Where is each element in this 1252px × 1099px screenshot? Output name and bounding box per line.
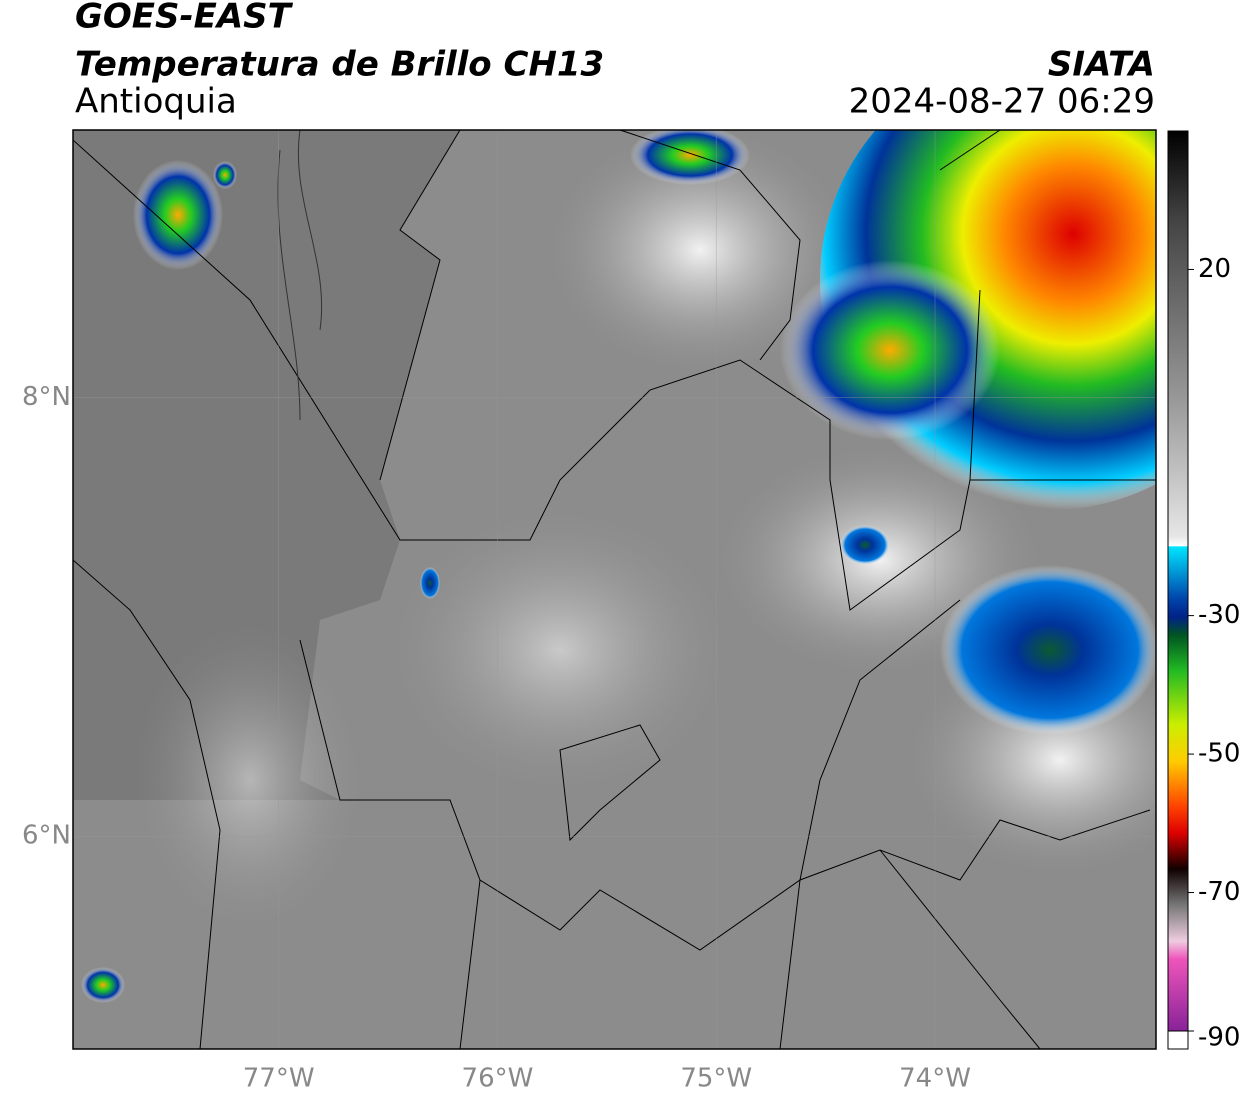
region: Antioquia [75,82,237,122]
y-tick-label: 8°N [22,382,71,412]
colorbar-tick-label: -90 [1198,1023,1240,1053]
x-tick-label: 76°W [462,1064,534,1094]
datetime: 2024-08-27 06:29 [849,82,1155,122]
x-tick-label: 74°W [899,1064,971,1094]
product-title: Temperatura de Brillo CH13 [75,45,604,85]
colorbar-tick-label: -30 [1198,600,1240,630]
colorbar-under [1167,1030,1189,1050]
agency: SIATA [1048,45,1155,85]
colorbar-tick-label: -70 [1198,877,1240,907]
x-tick-label: 75°W [680,1064,752,1094]
colorbar-tick-label: -50 [1198,739,1240,769]
graticule [73,130,1156,1049]
colorbar [1167,130,1189,1032]
y-tick-label: 6°N [22,821,71,851]
x-tick-label: 77°W [243,1064,315,1094]
map-frame [72,129,1157,1050]
satellite-title: GOES-EAST [75,0,294,37]
satellite-image [73,130,1156,1049]
colorbar-tick-label: 20 [1198,254,1231,284]
